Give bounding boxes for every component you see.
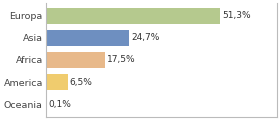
Bar bbox=[46, 8, 220, 24]
Text: 51,3%: 51,3% bbox=[222, 11, 251, 20]
Bar bbox=[46, 52, 105, 68]
Text: 6,5%: 6,5% bbox=[70, 78, 93, 87]
Text: 0,1%: 0,1% bbox=[48, 100, 71, 109]
Bar bbox=[46, 74, 68, 90]
Bar bbox=[46, 30, 129, 46]
Text: 17,5%: 17,5% bbox=[107, 55, 136, 64]
Text: 24,7%: 24,7% bbox=[132, 33, 160, 42]
